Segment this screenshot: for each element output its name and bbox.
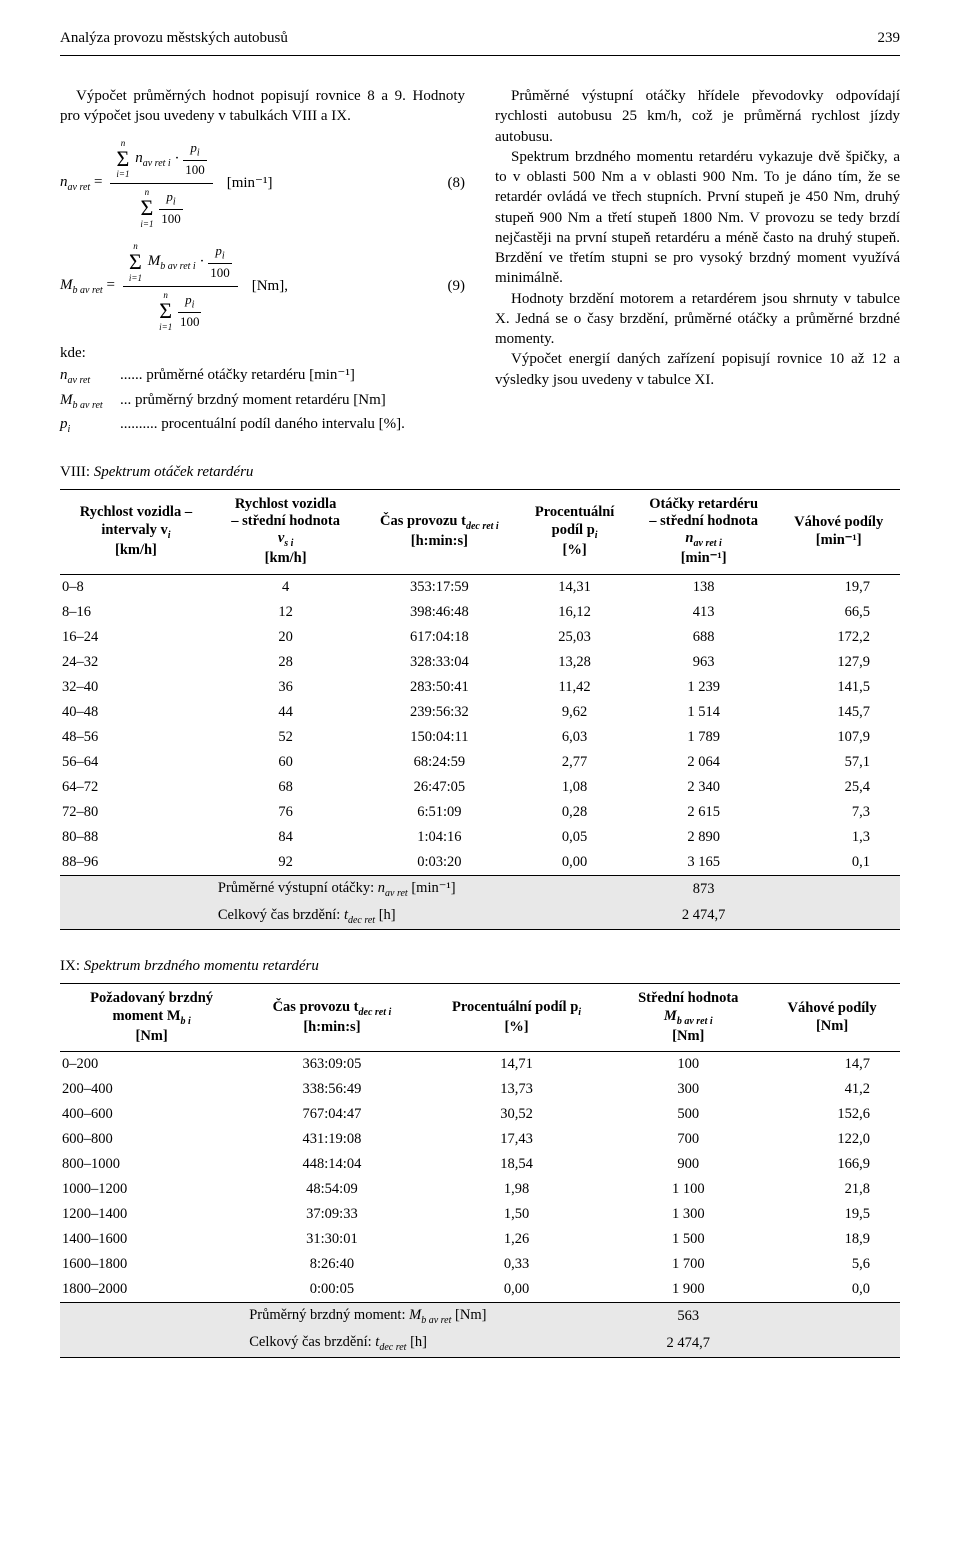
table-row: 48–5652150:04:116,031 789107,9 bbox=[60, 725, 900, 750]
equation-9: Mb av ret = nΣi=1 Mb av ret i · pi100 nΣ… bbox=[60, 240, 465, 333]
def-p: pi .......... procentuální podíl daného … bbox=[60, 414, 465, 437]
table-row: 72–80766:51:090,282 6157,3 bbox=[60, 800, 900, 825]
table-row: 0–200363:09:0514,7110014,7 bbox=[60, 1052, 900, 1078]
table-viii-summary-1: Průměrné výstupní otáčky: nav ret [min⁻¹… bbox=[60, 875, 900, 902]
def-M: Mb av ret ... průměrný brzdný moment ret… bbox=[60, 390, 465, 413]
table-row: 80–88841:04:160,052 8901,3 bbox=[60, 825, 900, 850]
table-viii-caption: VIII: Spektrum otáček retardéru bbox=[60, 464, 900, 481]
table-row: 88–96920:03:200,003 1650,1 bbox=[60, 850, 900, 876]
table-row: 1200–140037:09:331,501 30019,5 bbox=[60, 1202, 900, 1227]
table-row: 800–1000448:14:0418,54900166,9 bbox=[60, 1152, 900, 1177]
table-row: 32–4036283:50:4111,421 239141,5 bbox=[60, 675, 900, 700]
table-viii: Rychlost vozidla –intervaly vi[km/h] Ryc… bbox=[60, 489, 900, 931]
table-row: 8–1612398:46:4816,1241366,5 bbox=[60, 600, 900, 625]
page-number: 239 bbox=[878, 30, 901, 47]
table-row: 1600–18008:26:400,331 7005,6 bbox=[60, 1252, 900, 1277]
running-title: Analýza provozu městských autobusů bbox=[60, 30, 288, 47]
right-para-line: Spektrum brzdného momentu retardéru vyka… bbox=[495, 147, 900, 289]
table-ix-header: Požadovaný brzdnýmoment Mb i[Nm] Čas pro… bbox=[60, 984, 900, 1052]
table-ix: Požadovaný brzdnýmoment Mb i[Nm] Čas pro… bbox=[60, 983, 900, 1357]
right-column: Průměrné výstupní otáčky hřídele převodo… bbox=[495, 86, 900, 439]
right-para: Průměrné výstupní otáčky hřídele převodo… bbox=[495, 86, 900, 390]
left-column: Výpočet průměrných hodnot popisují rovni… bbox=[60, 86, 465, 439]
table-row: 200–400338:56:4913,7330041,2 bbox=[60, 1077, 900, 1102]
table-row: 56–646068:24:592,772 06457,1 bbox=[60, 750, 900, 775]
table-viii-header: Rychlost vozidla –intervaly vi[km/h] Ryc… bbox=[60, 489, 900, 574]
table-ix-summary-2: Celkový čas brzdění: tdec ret [h]2 474,7 bbox=[60, 1330, 900, 1357]
table-row: 400–600767:04:4730,52500152,6 bbox=[60, 1102, 900, 1127]
right-para-line: Výpočet energií daných zařízení popisují… bbox=[495, 349, 900, 390]
left-para-1: Výpočet průměrných hodnot popisují rovni… bbox=[60, 86, 465, 127]
table-ix-caption: IX: Spektrum brzdného momentu retardéru bbox=[60, 958, 900, 975]
equation-8: nav ret = nΣi=1 nav ret i · pi100 nΣi=1 … bbox=[60, 137, 465, 230]
right-para-line: Průměrné výstupní otáčky hřídele převodo… bbox=[495, 86, 900, 147]
table-row: 40–4844239:56:329,621 514145,7 bbox=[60, 700, 900, 725]
table-row: 24–3228328:33:0413,28963127,9 bbox=[60, 650, 900, 675]
kde-label: kde: bbox=[60, 343, 465, 363]
table-row: 600–800431:19:0817,43700122,0 bbox=[60, 1127, 900, 1152]
running-head: Analýza provozu městských autobusů 239 bbox=[60, 30, 900, 56]
eq9-number: (9) bbox=[428, 276, 466, 296]
table-row: 64–726826:47:051,082 34025,4 bbox=[60, 775, 900, 800]
table-row: 1000–120048:54:091,981 10021,8 bbox=[60, 1177, 900, 1202]
eq8-number: (8) bbox=[428, 173, 466, 193]
table-row: 1400–160031:30:011,261 50018,9 bbox=[60, 1227, 900, 1252]
table-ix-summary-1: Průměrný brzdný moment: Mb av ret [Nm]56… bbox=[60, 1303, 900, 1330]
table-row: 1800–20000:00:050,001 9000,0 bbox=[60, 1277, 900, 1303]
table-row: 0–84353:17:5914,3113819,7 bbox=[60, 574, 900, 600]
right-para-line: Hodnoty brzdění motorem a retardérem jso… bbox=[495, 289, 900, 350]
table-viii-summary-2: Celkový čas brzdění: tdec ret [h]2 474,7 bbox=[60, 903, 900, 930]
def-n: nav ret ...... průměrné otáčky retardéru… bbox=[60, 365, 465, 388]
table-row: 16–2420617:04:1825,03688172,2 bbox=[60, 625, 900, 650]
